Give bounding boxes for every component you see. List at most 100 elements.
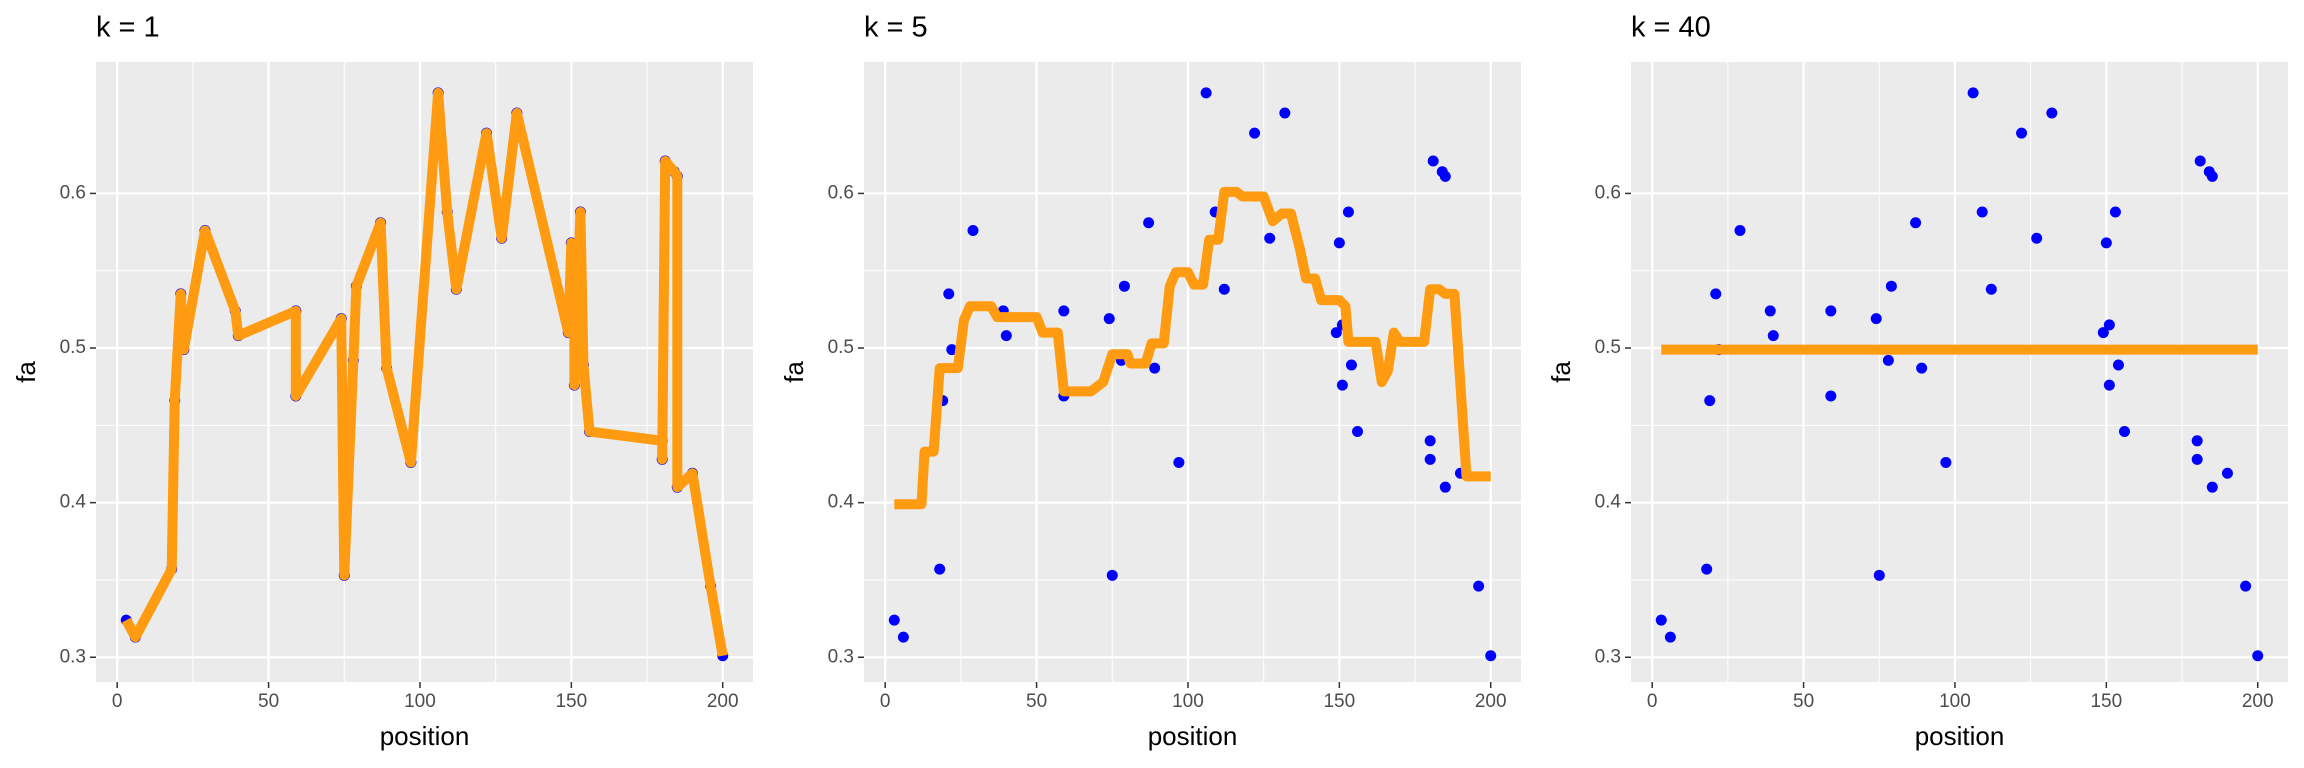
point	[2097, 327, 2109, 339]
point	[1985, 283, 1997, 295]
point	[1940, 456, 1952, 468]
point	[1764, 305, 1776, 317]
plot-background	[864, 62, 1521, 682]
point	[1825, 390, 1837, 402]
plot-background	[1631, 62, 2288, 682]
point	[1058, 305, 1070, 317]
point	[897, 631, 909, 643]
point	[1873, 569, 1885, 581]
point	[1704, 395, 1716, 407]
x-tick-label: 0	[880, 691, 891, 712]
chart-title: k = 40	[1631, 12, 1711, 44]
y-tick-label: 0.4	[828, 492, 855, 513]
point	[2031, 232, 2043, 244]
point	[1149, 362, 1161, 374]
point	[2206, 481, 2218, 493]
point	[1173, 456, 1185, 468]
point	[1200, 87, 1212, 99]
point	[888, 614, 900, 626]
point	[946, 344, 958, 356]
point	[1279, 107, 1291, 119]
x-tick-label: 50	[1793, 691, 1814, 712]
point	[2112, 359, 2124, 371]
panel: k = 5 position fa 0.3 0.4 0.5 0.6 0 50 100 150 200	[779, 12, 1521, 751]
point	[2252, 650, 2264, 662]
x-axis-title: position	[1915, 721, 2005, 751]
point	[2240, 580, 2252, 592]
point	[1342, 206, 1354, 218]
point	[1118, 280, 1130, 292]
y-tick-label: 0.6	[60, 182, 86, 203]
point	[1734, 225, 1746, 237]
x-tick-label: 100	[1172, 691, 1204, 712]
y-tick-label: 0.3	[60, 646, 86, 667]
point	[1439, 481, 1451, 493]
point	[1767, 330, 1779, 342]
point	[2103, 379, 2115, 391]
point	[1143, 217, 1155, 229]
point	[1976, 206, 1988, 218]
point	[2194, 155, 2206, 167]
panel: k = 1 position fa 0.3 0.4 0.5 0.6 0 50 100 150 200	[11, 12, 753, 751]
point	[1103, 313, 1115, 325]
x-tick-label: 100	[404, 691, 436, 712]
point	[1910, 217, 1922, 229]
point	[1710, 288, 1722, 300]
point	[1473, 580, 1485, 592]
point	[1218, 283, 1230, 295]
chart-title: k = 5	[864, 12, 928, 44]
panel: k = 40 position fa 0.3 0.4 0.5 0.6 0 50 100 150 200	[1546, 12, 2288, 751]
point	[1664, 631, 1676, 643]
y-tick-label: 0.6	[1595, 182, 1621, 203]
x-axis-title: position	[380, 721, 470, 751]
point	[1333, 237, 1345, 249]
point	[1916, 362, 1928, 374]
x-tick-label: 50	[1026, 691, 1047, 712]
point	[2109, 206, 2121, 218]
point	[2191, 453, 2203, 465]
x-tick-label: 200	[707, 691, 739, 712]
point	[1870, 313, 1882, 325]
point	[2221, 467, 2233, 479]
y-axis-title: fa	[11, 361, 41, 383]
point	[1655, 614, 1667, 626]
y-tick-label: 0.6	[828, 182, 854, 203]
point	[1825, 305, 1837, 317]
point	[2046, 107, 2058, 119]
y-tick-label: 0.4	[60, 492, 87, 513]
point	[1424, 435, 1436, 447]
x-tick-label: 200	[1475, 691, 1507, 712]
point	[1249, 127, 1261, 139]
point	[1330, 327, 1342, 339]
x-tick-label: 50	[258, 691, 279, 712]
y-tick-label: 0.5	[828, 337, 854, 358]
point	[2016, 127, 2028, 139]
point	[1106, 569, 1118, 581]
x-tick-label: 150	[2090, 691, 2122, 712]
point	[2103, 319, 2115, 331]
fit-line	[121, 87, 728, 657]
point	[1345, 359, 1357, 371]
point	[943, 288, 955, 300]
x-tick-label: 100	[1939, 691, 1971, 712]
point	[1352, 426, 1364, 438]
point	[2100, 237, 2112, 249]
point	[2119, 426, 2131, 438]
point	[2206, 170, 2218, 182]
point	[1264, 232, 1276, 244]
y-tick-label: 0.5	[1595, 337, 1621, 358]
x-tick-label: 0	[112, 691, 123, 712]
x-tick-label: 0	[1647, 691, 1658, 712]
chart-title: k = 1	[96, 12, 160, 44]
point	[1967, 87, 1979, 99]
plot-background	[96, 62, 753, 682]
fit-line	[894, 186, 1491, 510]
point	[1485, 650, 1497, 662]
y-axis-title: fa	[1546, 361, 1576, 383]
point	[1427, 155, 1439, 167]
point	[934, 563, 946, 575]
y-tick-label: 0.3	[1595, 646, 1621, 667]
point	[967, 225, 979, 237]
y-tick-label: 0.3	[828, 646, 854, 667]
